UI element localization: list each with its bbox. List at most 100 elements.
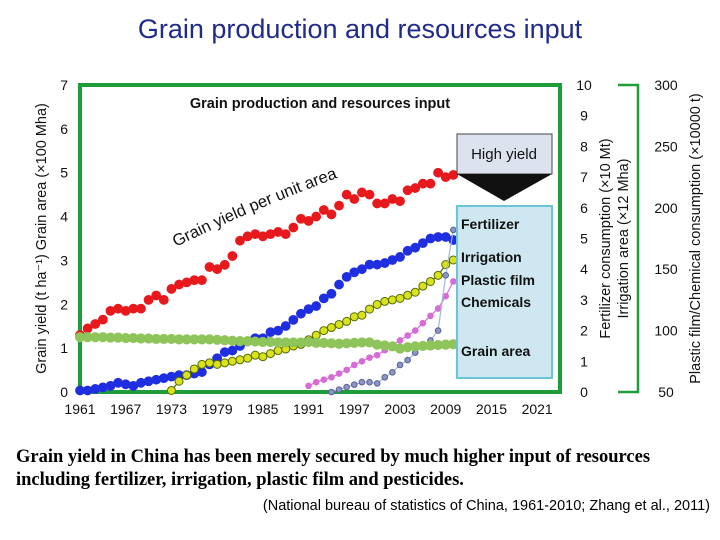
high-yield-callout-box <box>456 133 553 175</box>
grain-yield-point <box>151 290 162 301</box>
grain-yield-point <box>197 275 207 286</box>
irrigation-point <box>387 295 397 305</box>
grain-yield-point <box>158 295 169 305</box>
irrigation-point <box>395 293 405 303</box>
grain-yield-point <box>326 209 337 220</box>
chemicals-point <box>335 386 343 393</box>
irrigation-point <box>250 350 260 360</box>
plastic-film-point <box>366 354 373 361</box>
plastic-film-point <box>320 376 328 384</box>
fertilizer-point <box>280 321 291 331</box>
chemicals-point <box>358 378 366 386</box>
plastic-film-point <box>312 378 320 386</box>
irrigation-point <box>258 352 268 362</box>
x-tick-label: 2003 <box>384 401 415 417</box>
plastic-film-point <box>396 337 404 344</box>
fertilizer-point <box>197 367 207 377</box>
irrigation-point <box>342 316 352 326</box>
plastic-film-point <box>411 327 419 334</box>
chemicals-point <box>328 388 335 396</box>
grain-yield-point <box>341 189 352 200</box>
legend-item: Irrigation <box>461 249 522 265</box>
y-left-tick-label: 7 <box>60 77 68 93</box>
source-citation: (National bureau of statistics of China,… <box>262 498 710 514</box>
irrigation-point <box>418 281 428 291</box>
chemicals-point <box>396 361 404 369</box>
irrigation-point <box>433 270 443 280</box>
fertilizer-point <box>395 252 405 262</box>
fertilizer-point <box>227 345 238 356</box>
fertilizer-point <box>334 279 344 290</box>
x-tick-label: 1997 <box>339 401 370 417</box>
grain-yield-point <box>143 295 154 305</box>
grain-yield-point <box>280 229 291 240</box>
fertilizer-point <box>410 242 421 253</box>
fertilizer-point <box>341 271 352 282</box>
irrigation-point <box>166 385 176 395</box>
plastic-film-point <box>335 370 343 377</box>
irrigation-point <box>357 310 367 320</box>
grain-yield-point <box>166 284 177 294</box>
chemicals-point <box>442 272 450 279</box>
grain-yield-point <box>395 196 405 207</box>
y-right1-tick-label: 10 <box>576 77 592 93</box>
irrigation-point <box>349 312 359 322</box>
plastic-film-point <box>328 373 335 381</box>
y-right1-tick-label: 4 <box>580 261 588 277</box>
y-right2-tick-label: 150 <box>654 261 678 277</box>
fertilizer-point <box>288 314 299 325</box>
y-left-tick-label: 6 <box>60 121 68 137</box>
fertilizer-point <box>273 325 283 336</box>
fertilizer-point <box>417 238 428 249</box>
x-tick-label: 1967 <box>110 401 141 417</box>
irrigation-point <box>235 355 245 365</box>
x-tick-label: 2015 <box>476 401 507 417</box>
irrigation-point <box>334 319 344 329</box>
irrigation-point <box>403 290 413 300</box>
irrigation-point <box>365 304 375 314</box>
fertilizer-point <box>326 288 337 299</box>
plastic-film-point <box>442 292 450 300</box>
fertilizer-point <box>357 264 367 275</box>
fertilizer-point <box>318 293 329 304</box>
irrigation-point <box>265 349 275 359</box>
irrigation-point <box>212 359 222 369</box>
x-tick-label: 2009 <box>430 401 461 417</box>
chart: Grain production and resources input 0 1 2 3… <box>34 77 704 417</box>
y-right1-tick-label: 8 <box>580 138 588 154</box>
plastic-film-point <box>305 382 312 390</box>
legend-item: Fertilizer <box>461 216 520 232</box>
y-right1-tick-label: 5 <box>580 231 588 247</box>
grain-yield-point <box>311 211 322 222</box>
y-right1-tick-label: 1 <box>580 353 588 369</box>
legend-item: Grain area <box>461 343 530 359</box>
y-right2-tick-label: 100 <box>654 323 678 339</box>
y-left-tick-label: 3 <box>60 252 68 268</box>
y-left-tick-label: 4 <box>60 209 68 225</box>
grain-yield-point <box>410 183 421 193</box>
high-yield-callout-label: High yield <box>471 146 537 163</box>
y-right1-tick-label: 2 <box>580 323 588 339</box>
irrigation-point <box>380 296 390 306</box>
y-right1-tick-label: 0 <box>580 384 588 400</box>
irrigation-point <box>410 287 420 297</box>
grain-yield-point <box>425 178 436 189</box>
plastic-film-point <box>427 312 434 320</box>
grain-yield-point <box>227 251 238 261</box>
x-tick-label: 1961 <box>64 401 95 417</box>
grain-yield-point <box>97 314 108 325</box>
grain-yield-point <box>349 194 360 204</box>
irrigation-point <box>174 376 184 386</box>
legend-item: Chemicals <box>461 294 531 310</box>
x-tick-label: 1979 <box>202 401 233 417</box>
chemicals-point <box>450 226 457 234</box>
grain-yield-point <box>433 167 443 178</box>
irrigation-point <box>197 359 207 369</box>
y-left-tick-label: 5 <box>60 165 68 181</box>
y-right1-tick-label: 3 <box>580 292 588 308</box>
y-left-tick-label: 0 <box>60 384 68 400</box>
y-left-tick-label: 2 <box>60 296 68 312</box>
grain-yield-point <box>303 216 314 226</box>
chemicals-point <box>343 383 350 391</box>
grain-yield-point <box>379 198 390 209</box>
